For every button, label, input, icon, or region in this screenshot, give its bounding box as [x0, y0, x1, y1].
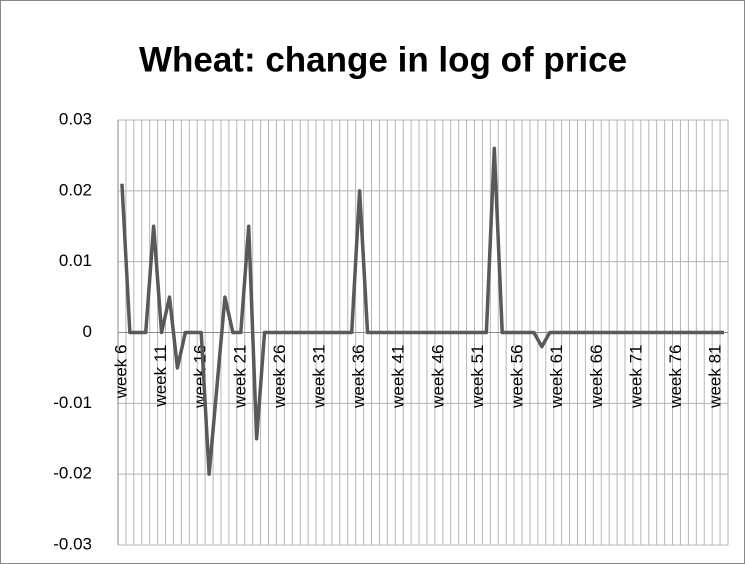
y-tick-label: 0.01 [59, 251, 92, 270]
x-tick-label: week 21 [230, 345, 249, 409]
x-tick-label: week 51 [468, 345, 487, 409]
x-tick-label: week 31 [309, 345, 328, 409]
x-tick-label: week 46 [428, 345, 447, 409]
y-tick-label: -0.02 [53, 464, 92, 483]
x-tick-label: week 16 [191, 345, 210, 409]
x-tick-label: week 6 [111, 345, 130, 400]
x-tick-label: week 26 [270, 345, 289, 409]
x-tick-label: week 41 [389, 345, 408, 409]
x-tick-label: week 71 [626, 345, 645, 409]
x-tick-label: week 11 [151, 345, 170, 408]
y-tick-label: 0 [83, 322, 92, 341]
x-tick-label: week 61 [547, 345, 566, 409]
x-tick-label: week 36 [349, 345, 368, 409]
x-tick-label: week 81 [706, 345, 725, 409]
chart-title: Wheat: change in log of price [139, 40, 627, 79]
x-tick-label: week 76 [666, 345, 685, 409]
y-tick-label: -0.01 [53, 393, 92, 412]
y-tick-label: 0.03 [59, 109, 92, 128]
x-tick-label: week 66 [587, 345, 606, 409]
line [120, 146, 725, 476]
x-tick-label: week 56 [508, 345, 527, 409]
y-tick-label: -0.03 [53, 534, 92, 553]
y-tick-label: 0.02 [59, 180, 92, 199]
